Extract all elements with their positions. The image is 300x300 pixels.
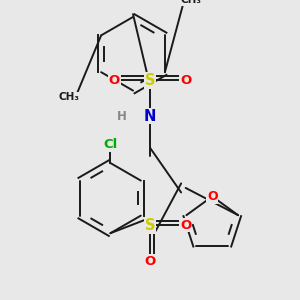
Text: O: O <box>180 219 191 232</box>
Text: O: O <box>144 255 156 268</box>
Text: N: N <box>144 109 156 124</box>
Text: H: H <box>117 110 127 122</box>
Text: O: O <box>109 74 120 87</box>
Text: O: O <box>180 74 191 87</box>
Text: CH₃: CH₃ <box>58 92 80 102</box>
Text: O: O <box>207 190 217 203</box>
Text: Cl: Cl <box>103 138 118 152</box>
Text: CH₃: CH₃ <box>181 0 202 5</box>
Text: S: S <box>145 73 155 88</box>
Text: S: S <box>145 218 155 233</box>
